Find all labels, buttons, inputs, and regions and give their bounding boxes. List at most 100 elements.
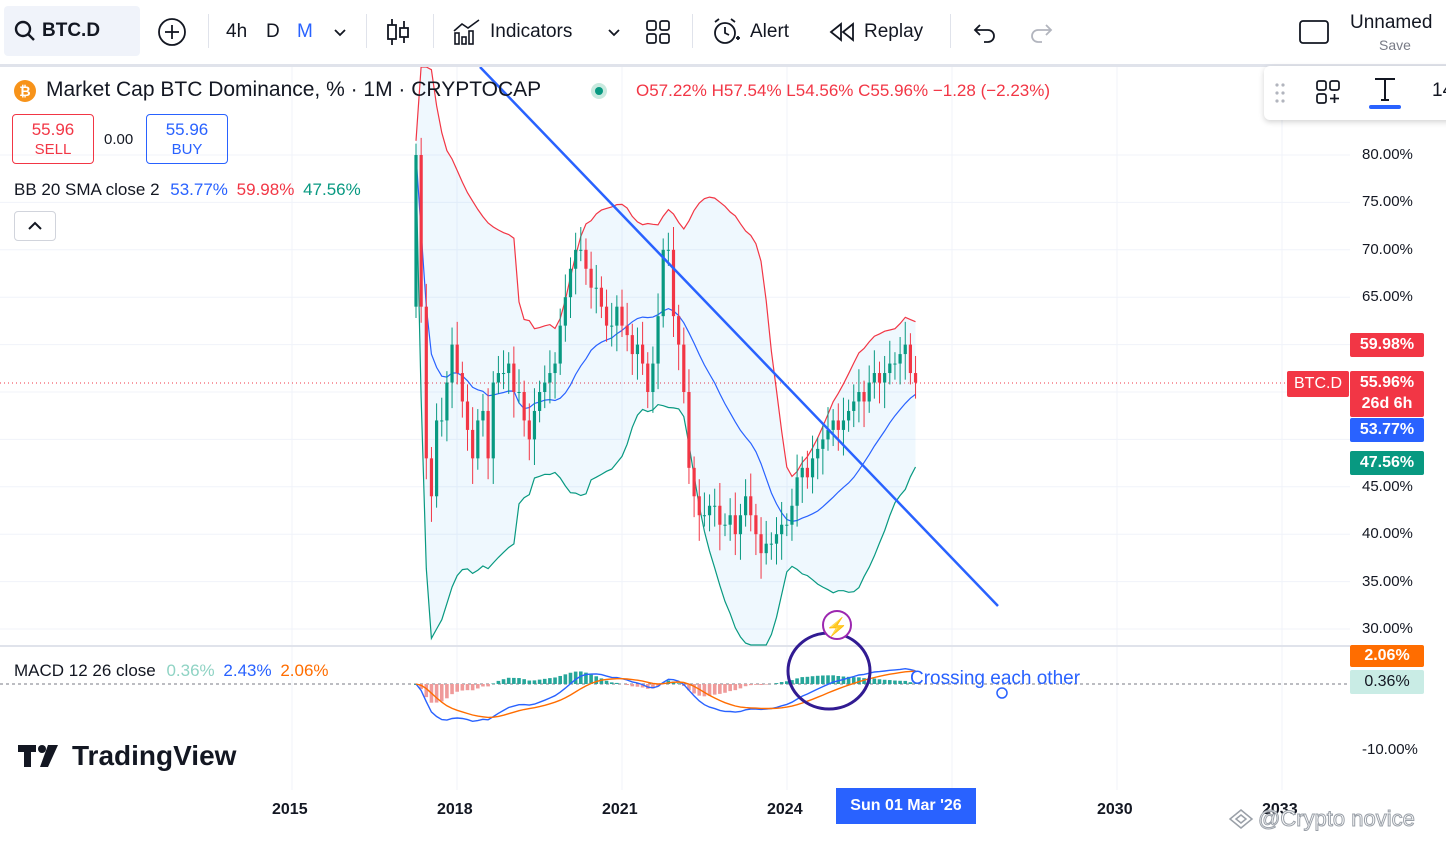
macd-histogram-bar bbox=[465, 684, 470, 691]
macd-histogram-bar bbox=[486, 684, 490, 687]
macd-histogram-bar bbox=[785, 681, 789, 684]
rewind-icon bbox=[829, 22, 854, 42]
macd-hist-tag: 0.36% bbox=[1350, 670, 1424, 694]
candle-body bbox=[738, 515, 743, 535]
alert-button[interactable]: Alert bbox=[710, 14, 789, 50]
bb-basis-line bbox=[415, 154, 916, 523]
bitcoin-icon: ₿ bbox=[14, 80, 36, 102]
lightning-icon[interactable]: ⚡ bbox=[822, 610, 852, 640]
collapse-legend-button[interactable] bbox=[14, 211, 56, 241]
candle-body bbox=[579, 249, 583, 251]
macd-label: MACD 12 26 close bbox=[14, 661, 156, 680]
text-tool-button[interactable] bbox=[1368, 74, 1402, 110]
templates-button[interactable] bbox=[1314, 78, 1342, 111]
candle-body bbox=[512, 363, 516, 392]
macd-histogram-bar bbox=[877, 679, 882, 684]
macd-legend[interactable]: MACD 12 26 close 0.36% 2.43% 2.06% bbox=[14, 661, 329, 681]
grid-icon bbox=[646, 20, 670, 44]
candle-body bbox=[599, 287, 603, 307]
indicators-button[interactable]: Indicators bbox=[452, 14, 572, 50]
redo-button[interactable] bbox=[1028, 14, 1056, 50]
market-status-icon[interactable] bbox=[591, 83, 607, 99]
candle-body bbox=[847, 410, 851, 421]
close-value: C55.96% bbox=[858, 81, 929, 100]
macd-histogram-bar bbox=[434, 684, 439, 703]
candle-body bbox=[641, 344, 645, 364]
layout-name[interactable]: Unnamed bbox=[1350, 12, 1433, 33]
candle-body bbox=[501, 373, 506, 375]
alarm-clock-icon bbox=[714, 18, 740, 44]
price-axis-tick: 45.00% bbox=[1362, 477, 1413, 495]
text-icon bbox=[1369, 78, 1401, 109]
macd-histogram-bar bbox=[851, 677, 856, 684]
candle-body bbox=[630, 335, 634, 355]
interval-m[interactable]: M bbox=[297, 21, 313, 42]
bb-upper-line bbox=[415, 67, 916, 478]
search-icon bbox=[14, 20, 35, 41]
compare-button[interactable] bbox=[156, 14, 188, 50]
symbol-search-button[interactable]: BTC.D bbox=[4, 6, 140, 56]
candle-body bbox=[852, 401, 856, 411]
bb-legend[interactable]: BB 20 SMA close 2 53.77% 59.98% 47.56% bbox=[14, 180, 361, 200]
tradingview-logo[interactable]: TradingView bbox=[18, 740, 236, 772]
candle-body bbox=[821, 439, 825, 449]
chart-title[interactable]: Market Cap BTC Dominance, % · 1M · CRYPT… bbox=[46, 78, 542, 101]
annotation-anchor bbox=[996, 687, 1008, 699]
candle-body bbox=[687, 392, 691, 468]
sell-button[interactable]: 55.96 SELL bbox=[12, 114, 94, 164]
candle-body bbox=[826, 429, 830, 440]
macd-histogram-bar bbox=[640, 684, 645, 688]
buy-button[interactable]: 55.96 BUY bbox=[146, 114, 228, 164]
undo-button[interactable] bbox=[970, 14, 998, 50]
time-label-2018: 2018 bbox=[437, 801, 473, 818]
layouts-button[interactable] bbox=[644, 14, 672, 50]
interval-4h[interactable]: 4h bbox=[226, 21, 248, 42]
buy-label: BUY bbox=[171, 141, 203, 158]
font-size-value[interactable]: 14 bbox=[1432, 80, 1446, 101]
chart-type-button[interactable] bbox=[384, 14, 412, 50]
indicators-dropdown[interactable] bbox=[606, 14, 622, 50]
candle-body bbox=[625, 325, 629, 336]
candle-body bbox=[563, 297, 567, 326]
bb-upper-value: 59.98% bbox=[236, 180, 295, 199]
replay-button[interactable]: Replay bbox=[828, 14, 923, 50]
candle-body bbox=[893, 363, 897, 365]
candle-body bbox=[486, 410, 490, 459]
layout-menu-button[interactable] bbox=[1298, 14, 1330, 50]
interval-dropdown[interactable] bbox=[332, 14, 348, 50]
save-label[interactable]: Save bbox=[1379, 37, 1411, 53]
low-value: L54.56% bbox=[786, 81, 854, 100]
candle-body bbox=[805, 467, 809, 478]
bb-lower-line bbox=[415, 169, 917, 646]
macd-histogram-bar bbox=[558, 675, 562, 684]
macd-histogram-bar bbox=[712, 684, 717, 695]
drag-handle-icon[interactable] bbox=[1274, 82, 1286, 109]
macd-histogram-bar bbox=[470, 684, 475, 691]
candles bbox=[414, 137, 918, 579]
candle-body bbox=[527, 420, 531, 440]
chevron-down-icon bbox=[334, 29, 346, 37]
candle-body bbox=[713, 505, 717, 507]
interval-d[interactable]: D bbox=[266, 21, 280, 42]
macd-histogram-bar bbox=[800, 677, 805, 684]
candle-body bbox=[666, 249, 670, 251]
chart-canvas[interactable] bbox=[0, 67, 1446, 841]
sell-price: 55.96 bbox=[31, 120, 75, 139]
indicators-icon bbox=[453, 19, 480, 45]
macd-histogram-bar bbox=[599, 678, 604, 684]
candle-body bbox=[702, 515, 706, 517]
price-axis-tick: 65.00% bbox=[1362, 288, 1413, 306]
candle-body bbox=[764, 543, 768, 554]
bb-lower-value: 47.56% bbox=[303, 180, 361, 199]
macd-histogram-bar bbox=[594, 676, 599, 684]
chevron-down-icon bbox=[608, 29, 620, 37]
macd-histogram-bar bbox=[821, 675, 825, 684]
candle-body bbox=[749, 496, 753, 516]
annotation-text[interactable]: Crossing each other bbox=[910, 668, 1081, 689]
bb-fill bbox=[416, 67, 916, 645]
macd-histogram-bar bbox=[759, 684, 763, 686]
candle-body bbox=[723, 524, 727, 526]
candle-body bbox=[548, 373, 552, 383]
candle-body bbox=[507, 363, 511, 374]
candle-body bbox=[610, 325, 614, 327]
